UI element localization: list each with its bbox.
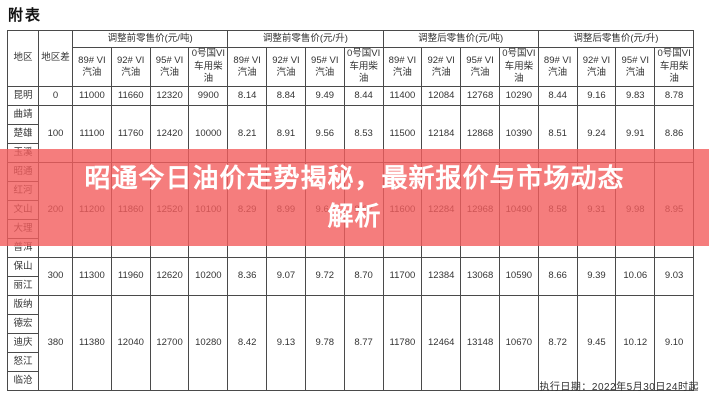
table-row: 版纳 380 11380 12040 12700 10280 8.42 9.13…: [7, 295, 694, 391]
region-diff-cell: 380: [38, 295, 73, 391]
price-cell: 10.12: [615, 295, 656, 391]
price-cell: 10590: [498, 257, 539, 296]
region-cell: 版纳: [7, 295, 39, 315]
region-cell: 昆明: [7, 86, 39, 106]
price-cell: 8.14: [227, 86, 268, 106]
price-cell: 10290: [498, 86, 539, 106]
price-cell: 9.78: [304, 295, 345, 391]
region-cell: 怒江: [7, 352, 39, 372]
price-cell: 9.03: [654, 257, 694, 296]
price-cell: 10.06: [615, 257, 656, 296]
product-header: 0号国VI 车用柴油: [188, 47, 229, 87]
product-header: 95# VI汽油: [149, 47, 190, 87]
price-cell: 9.07: [266, 257, 306, 296]
region-cell: 楚雄: [7, 124, 39, 144]
price-cell: 9.49: [304, 86, 345, 106]
product-header: 92# VI汽油: [576, 47, 617, 87]
product-header: 89# VI汽油: [72, 47, 112, 87]
region-cell: 临沧: [7, 371, 39, 391]
price-cell: 9.16: [576, 86, 617, 106]
group-header-before-liter: 调整前零售价(元/升): [227, 30, 384, 48]
price-cell: 10200: [188, 257, 229, 296]
product-header: 89# VI汽油: [227, 47, 268, 87]
product-header: 95# VI汽油: [460, 47, 500, 87]
region-diff-cell: 0: [38, 86, 73, 106]
price-cell: 12464: [421, 295, 462, 391]
product-header: 0号国VI 车用柴油: [343, 47, 384, 87]
price-cell: 9.13: [266, 295, 306, 391]
page-title: 附表: [8, 7, 43, 24]
group-header-after-ton: 调整后零售价(元/吨): [382, 30, 539, 48]
promo-banner: 昭通今日油价走势揭秘，最新报价与市场动态解析: [0, 149, 709, 246]
product-header: 0号国VI 车用柴油: [654, 47, 694, 87]
table-row: 昆明 0 11000 11660 12320 9900 8.14 8.84 9.…: [7, 86, 694, 106]
price-cell: 11700: [382, 257, 423, 296]
execution-date: 执行日期：2022年5月30日24时起: [539, 382, 699, 393]
price-cell: 12700: [149, 295, 190, 391]
price-cell: 11400: [382, 86, 423, 106]
price-cell: 8.77: [343, 295, 384, 391]
table-row: 曲靖 100 11100 11760 12420 10000 8.21 8.91…: [7, 105, 694, 163]
product-header: 89# VI汽油: [537, 47, 578, 87]
price-cell: 12384: [421, 257, 462, 296]
price-cell: 11000: [72, 86, 112, 106]
table-row: 迪庆: [7, 333, 694, 353]
price-cell: 8.36: [227, 257, 268, 296]
price-cell: 13068: [460, 257, 500, 296]
region-cell: 迪庆: [7, 333, 39, 353]
price-cell: 11660: [110, 86, 151, 106]
product-header: 89# VI汽油: [382, 47, 423, 87]
price-cell: 9.72: [304, 257, 345, 296]
price-cell: 9.45: [576, 295, 617, 391]
product-header: 95# VI汽油: [615, 47, 656, 87]
region-cell: 德宏: [7, 314, 39, 334]
price-cell: 10280: [188, 295, 229, 391]
product-header: 92# VI汽油: [266, 47, 306, 87]
region-cell: 曲靖: [7, 105, 39, 125]
table-row: 临沧: [7, 371, 694, 391]
group-header-before-ton: 调整前零售价(元/吨): [71, 30, 229, 48]
price-cell: 8.78: [654, 86, 694, 106]
product-header: 95# VI汽油: [304, 47, 345, 87]
price-cell: 9.39: [576, 257, 617, 296]
price-cell: 11300: [72, 257, 112, 296]
group-header-after-liter: 调整后零售价(元/升): [537, 30, 695, 48]
price-cell: 12620: [149, 257, 190, 296]
price-cell: 10670: [498, 295, 539, 391]
price-cell: 8.44: [343, 86, 384, 106]
price-cell: 11780: [382, 295, 423, 391]
price-cell: 8.72: [537, 295, 578, 391]
price-cell: 8.42: [227, 295, 268, 391]
price-cell: 8.70: [343, 257, 384, 296]
price-cell: 11380: [72, 295, 112, 391]
price-cell: 11960: [110, 257, 151, 296]
product-header: 0号国VI 车用柴油: [498, 47, 539, 87]
product-header: 92# VI汽油: [421, 47, 462, 87]
product-header: 92# VI汽油: [110, 47, 151, 87]
price-cell: 13148: [460, 295, 500, 391]
region-cell: 丽江: [7, 276, 39, 296]
region-diff-cell: 300: [38, 257, 73, 296]
banner-title: 昭通今日油价走势揭秘，最新报价与市场动态解析: [84, 162, 625, 231]
price-cell: 12084: [421, 86, 462, 106]
price-cell: 12040: [110, 295, 151, 391]
region-diff-column-header: 地区差: [38, 30, 73, 87]
region-cell: 保山: [7, 257, 39, 277]
table-row: 保山 300 11300 11960 12620 10200 8.36 9.07…: [7, 257, 694, 296]
price-cell: 9.10: [654, 295, 694, 391]
price-cell: 12768: [460, 86, 500, 106]
price-cell: 8.66: [537, 257, 578, 296]
price-cell: 9.83: [615, 86, 656, 106]
price-cell: 12320: [149, 86, 190, 106]
price-cell: 9900: [188, 86, 229, 106]
region-column-header: 地区: [7, 30, 39, 87]
price-cell: 8.44: [537, 86, 578, 106]
price-cell: 8.84: [266, 86, 306, 106]
